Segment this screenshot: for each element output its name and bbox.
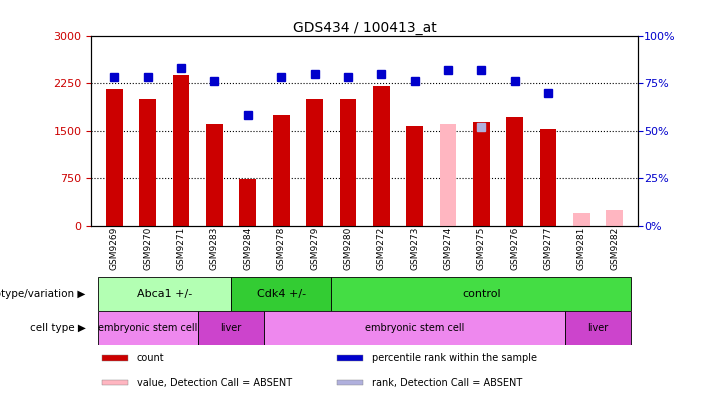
Bar: [606, 210, 623, 226]
Bar: [473, 122, 489, 226]
Bar: [573, 213, 590, 226]
Text: liver: liver: [221, 323, 242, 333]
Bar: [106, 89, 123, 226]
Text: embryonic stem cell: embryonic stem cell: [98, 323, 198, 333]
Bar: [406, 126, 423, 226]
Text: value, Detection Call = ABSENT: value, Detection Call = ABSENT: [137, 377, 292, 388]
Bar: [506, 117, 523, 226]
Bar: [98, 277, 231, 311]
Bar: [198, 311, 264, 345]
Text: cell type ▶: cell type ▶: [29, 323, 86, 333]
Bar: [102, 355, 128, 361]
Bar: [331, 277, 631, 311]
Bar: [339, 99, 356, 226]
Bar: [440, 124, 456, 226]
Bar: [337, 380, 363, 385]
Bar: [373, 86, 390, 226]
Text: percentile rank within the sample: percentile rank within the sample: [372, 353, 537, 363]
Bar: [306, 99, 323, 226]
Text: count: count: [137, 353, 164, 363]
Bar: [206, 124, 223, 226]
Title: GDS434 / 100413_at: GDS434 / 100413_at: [292, 21, 437, 34]
Bar: [540, 129, 556, 226]
Bar: [231, 277, 331, 311]
Bar: [564, 311, 631, 345]
Bar: [337, 355, 363, 361]
Bar: [264, 311, 564, 345]
Text: rank, Detection Call = ABSENT: rank, Detection Call = ABSENT: [372, 377, 522, 388]
Text: Cdk4 +/-: Cdk4 +/-: [257, 289, 306, 299]
Text: genotype/variation ▶: genotype/variation ▶: [0, 289, 86, 299]
Text: Abca1 +/-: Abca1 +/-: [137, 289, 192, 299]
Bar: [273, 115, 290, 226]
Text: liver: liver: [587, 323, 608, 333]
Bar: [98, 311, 198, 345]
Bar: [102, 380, 128, 385]
Text: control: control: [462, 289, 501, 299]
Text: embryonic stem cell: embryonic stem cell: [365, 323, 464, 333]
Bar: [173, 75, 189, 226]
Bar: [240, 179, 256, 226]
Bar: [139, 99, 156, 226]
